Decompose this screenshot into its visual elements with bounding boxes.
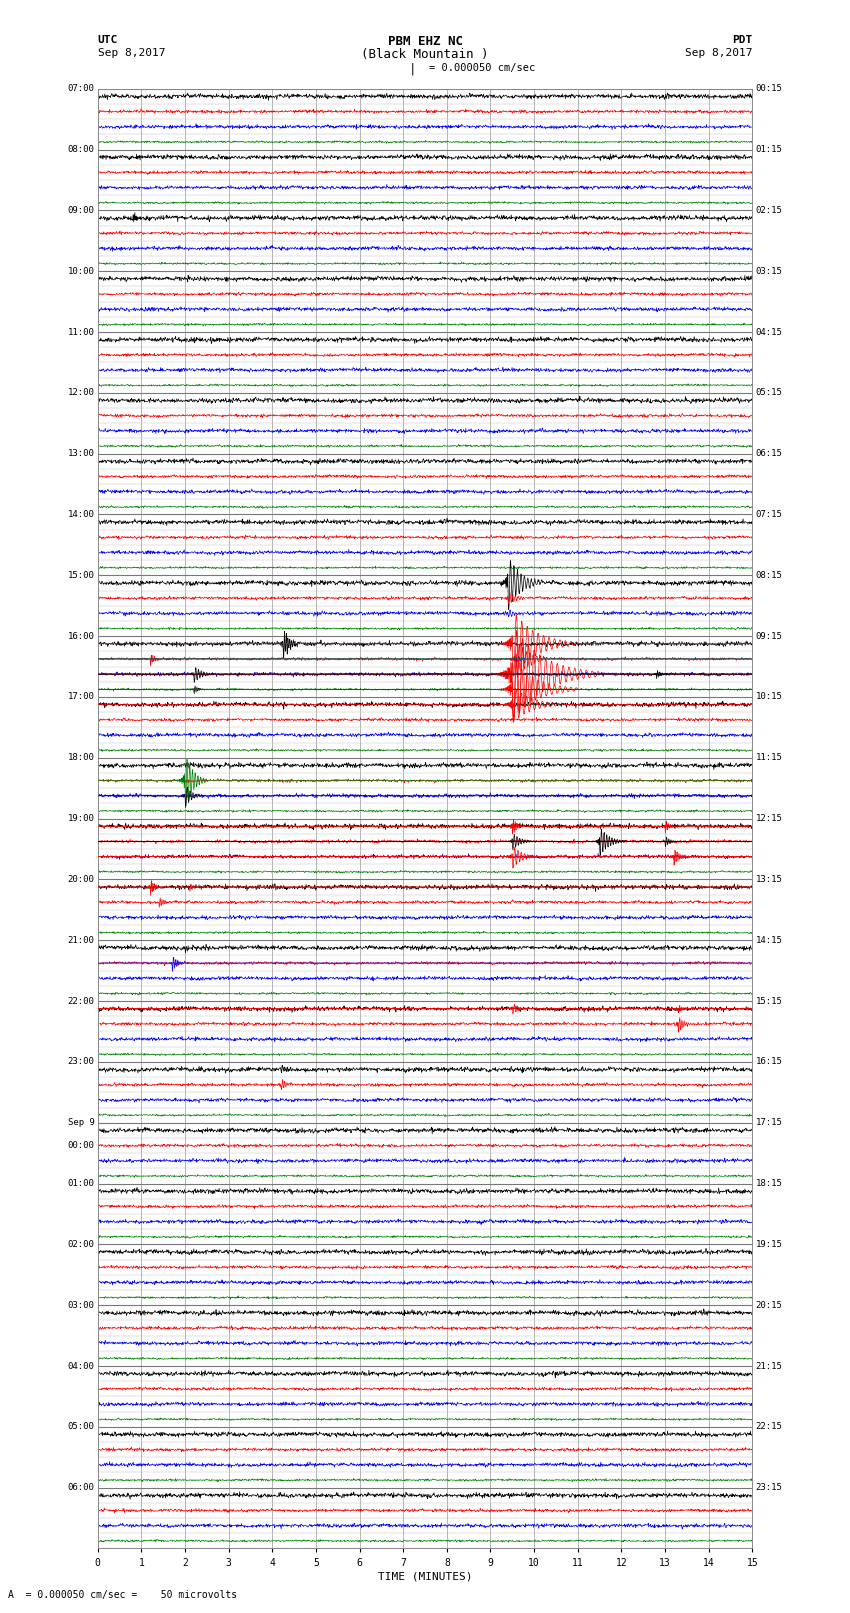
Text: 08:00: 08:00 — [68, 145, 94, 153]
Text: 04:15: 04:15 — [756, 327, 782, 337]
Text: 02:15: 02:15 — [756, 206, 782, 215]
Text: 00:15: 00:15 — [756, 84, 782, 94]
Text: A  = 0.000050 cm/sec =    50 microvolts: A = 0.000050 cm/sec = 50 microvolts — [8, 1590, 238, 1600]
Text: Sep 8,2017: Sep 8,2017 — [98, 48, 165, 58]
Text: 21:15: 21:15 — [756, 1361, 782, 1371]
Text: PBM EHZ NC: PBM EHZ NC — [388, 35, 462, 48]
Text: |: | — [409, 63, 416, 76]
Text: 18:00: 18:00 — [68, 753, 94, 763]
Text: 08:15: 08:15 — [756, 571, 782, 579]
Text: 12:00: 12:00 — [68, 389, 94, 397]
Text: 01:15: 01:15 — [756, 145, 782, 153]
Text: 23:00: 23:00 — [68, 1058, 94, 1066]
Text: 09:15: 09:15 — [756, 632, 782, 640]
Text: 16:00: 16:00 — [68, 632, 94, 640]
Text: 12:15: 12:15 — [756, 815, 782, 823]
Text: 20:00: 20:00 — [68, 874, 94, 884]
Text: 03:15: 03:15 — [756, 266, 782, 276]
Text: 17:00: 17:00 — [68, 692, 94, 702]
X-axis label: TIME (MINUTES): TIME (MINUTES) — [377, 1571, 473, 1582]
Text: 04:00: 04:00 — [68, 1361, 94, 1371]
Text: 20:15: 20:15 — [756, 1300, 782, 1310]
Text: 13:15: 13:15 — [756, 874, 782, 884]
Text: 11:15: 11:15 — [756, 753, 782, 763]
Text: 07:00: 07:00 — [68, 84, 94, 94]
Text: 23:15: 23:15 — [756, 1484, 782, 1492]
Text: 05:15: 05:15 — [756, 389, 782, 397]
Text: 06:15: 06:15 — [756, 448, 782, 458]
Text: 00:00: 00:00 — [68, 1140, 94, 1150]
Text: 10:15: 10:15 — [756, 692, 782, 702]
Text: 07:15: 07:15 — [756, 510, 782, 519]
Text: 13:00: 13:00 — [68, 448, 94, 458]
Text: = 0.000050 cm/sec: = 0.000050 cm/sec — [429, 63, 536, 73]
Text: 02:00: 02:00 — [68, 1240, 94, 1248]
Text: 14:00: 14:00 — [68, 510, 94, 519]
Text: 15:15: 15:15 — [756, 997, 782, 1005]
Text: 19:15: 19:15 — [756, 1240, 782, 1248]
Text: 14:15: 14:15 — [756, 936, 782, 945]
Text: Sep 8,2017: Sep 8,2017 — [685, 48, 752, 58]
Text: 01:00: 01:00 — [68, 1179, 94, 1189]
Text: 22:15: 22:15 — [756, 1423, 782, 1431]
Text: 11:00: 11:00 — [68, 327, 94, 337]
Text: 10:00: 10:00 — [68, 266, 94, 276]
Text: 03:00: 03:00 — [68, 1300, 94, 1310]
Text: 21:00: 21:00 — [68, 936, 94, 945]
Text: (Black Mountain ): (Black Mountain ) — [361, 48, 489, 61]
Text: 06:00: 06:00 — [68, 1484, 94, 1492]
Text: UTC: UTC — [98, 35, 118, 45]
Text: 09:00: 09:00 — [68, 206, 94, 215]
Text: 17:15: 17:15 — [756, 1118, 782, 1127]
Text: 19:00: 19:00 — [68, 815, 94, 823]
Text: PDT: PDT — [732, 35, 752, 45]
Text: Sep 9: Sep 9 — [68, 1118, 94, 1127]
Text: 05:00: 05:00 — [68, 1423, 94, 1431]
Text: 15:00: 15:00 — [68, 571, 94, 579]
Text: 22:00: 22:00 — [68, 997, 94, 1005]
Text: 16:15: 16:15 — [756, 1058, 782, 1066]
Text: 18:15: 18:15 — [756, 1179, 782, 1189]
